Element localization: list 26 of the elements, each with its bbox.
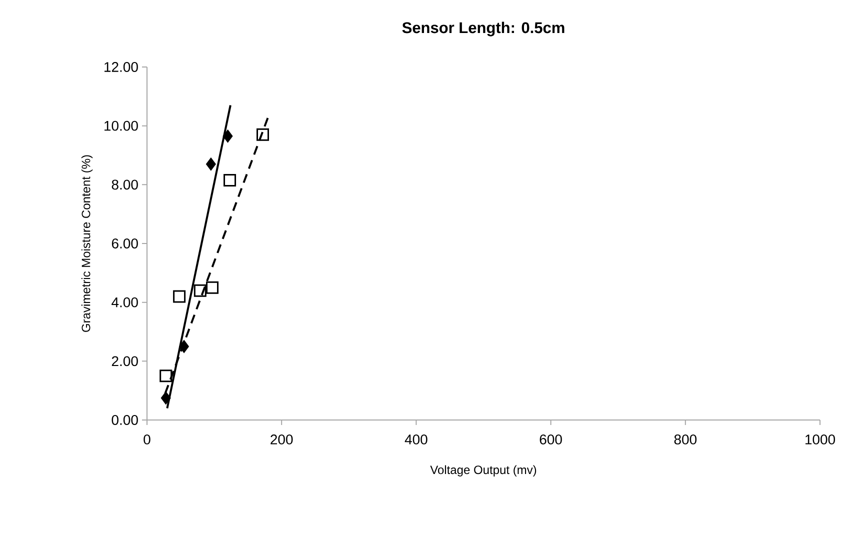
x-tick-label: 600 [540, 434, 562, 444]
y-tick-label: 2.00 [112, 356, 138, 366]
point [160, 370, 172, 382]
point [206, 158, 216, 170]
point [173, 290, 186, 303]
x-axis-title: Voltage Output (mv) [430, 465, 536, 476]
point [160, 392, 171, 404]
y-tick-label: 4.00 [112, 297, 138, 308]
point [179, 340, 189, 353]
x-tick-label: 400 [404, 434, 428, 444]
y-tick-label: 8.00 [112, 180, 138, 190]
point [224, 174, 236, 187]
y-tick-label: 12.00 [104, 62, 138, 72]
x-tick-label: 0 [144, 434, 150, 444]
point [222, 130, 233, 142]
point [256, 128, 270, 141]
y-tick-label: 6.00 [112, 238, 138, 248]
y-axis-title: Gravimetric Moisture Content (%) [81, 155, 93, 332]
x-tick-label: 1000 [805, 434, 836, 444]
point [206, 281, 219, 294]
chart-title: Sensor Length: 0.5cm [402, 22, 564, 36]
y-tick-label: 10.00 [104, 120, 138, 131]
x-tick-label: 800 [674, 434, 697, 444]
point [194, 284, 206, 297]
x-tick-label: 200 [270, 434, 293, 444]
y-tick-label: 0.00 [112, 415, 138, 425]
